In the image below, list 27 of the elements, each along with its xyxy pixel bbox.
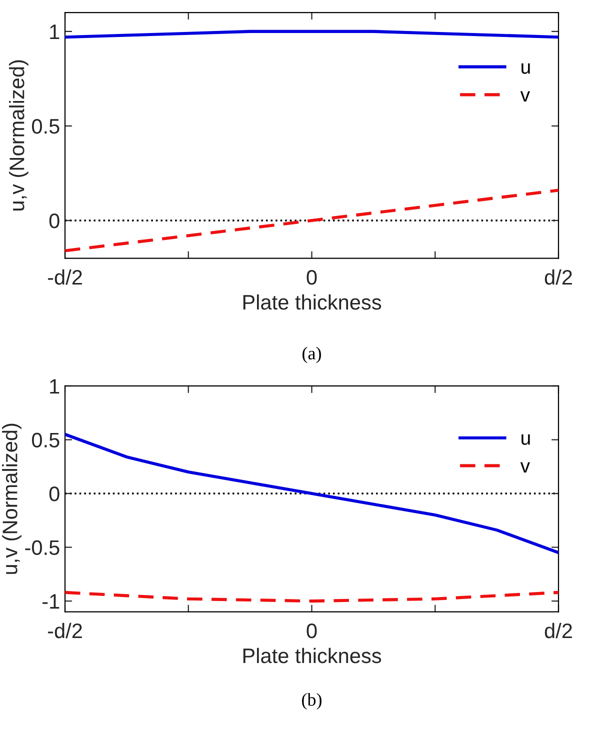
- legend-label: u: [522, 63, 530, 74]
- x-axis-title: Plate thickness: [243, 294, 382, 310]
- y-tick-label: 1: [50, 379, 60, 394]
- y-tick-label: 1: [50, 24, 60, 39]
- x-tick-label: -d/2: [48, 622, 82, 638]
- line-series: [65, 590, 558, 603]
- x-tick-label: d/2: [544, 269, 572, 285]
- x-tick-label: 0: [306, 623, 317, 638]
- y-axis-title: u,v (Normalized): [2, 424, 22, 574]
- x-tick-label: -d/2: [48, 269, 82, 285]
- text: (b): [302, 693, 322, 710]
- y-tick-label: 0.5: [32, 118, 60, 134]
- y-tick-label: 0.5: [32, 432, 60, 448]
- y-tick-label: 0: [49, 213, 60, 228]
- line-series: [65, 432, 558, 554]
- y-axis-title: u,v (Normalized): [8, 60, 28, 210]
- y-tick-label: -0.5: [25, 540, 60, 556]
- legend-label: v: [520, 91, 530, 102]
- line-series: [65, 188, 558, 252]
- x-axis-title: Plate thickness: [243, 648, 382, 664]
- text: (a): [302, 346, 321, 364]
- x-tick-label: d/2: [544, 622, 572, 638]
- x-tick-label: 0: [306, 270, 317, 285]
- y-tick-label: 0: [49, 486, 60, 502]
- y-tick-label: -1: [42, 594, 60, 609]
- legend-label: v: [520, 462, 530, 473]
- legend-label: u: [522, 434, 530, 445]
